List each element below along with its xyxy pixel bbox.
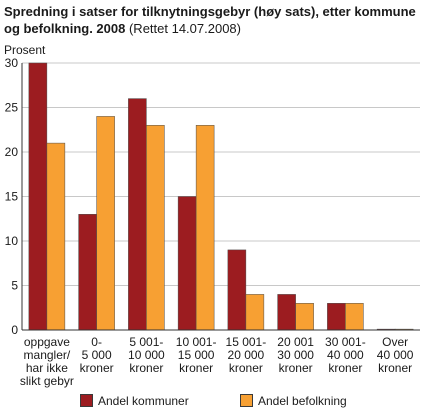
bar-series-1-cat-6 [277,294,296,331]
x-tick-label-line: 5 001- [129,335,163,349]
x-tick-label-line: kroner [80,361,114,375]
x-tick-label-line: 10 001- [176,335,217,349]
bar-series-2-cat-5 [245,294,265,331]
bar-series-2-cat-6 [295,303,314,331]
bar-series-2-cat-1 [46,142,66,331]
x-tick-label-line: kroner [279,361,313,375]
x-tick-label-line: 0- [91,335,102,349]
x-tick-label: oppgave mangler/har ikke slikt gebyr [20,335,74,388]
x-tick-label: 15 001-20 000 kroner [226,335,267,375]
x-tick-label-line: 20 000 [228,348,265,362]
y-tick-label: 30 [5,56,19,70]
x-tick-label-line: har ikke [26,361,68,375]
x-tick-label-line: kroner [328,361,362,375]
x-tick-label: 5 001-10 000 kroner [128,335,165,375]
y-axis-label: Prosent [4,43,46,57]
axes [21,63,420,331]
x-tick-label-line: 30 001- [325,335,366,349]
legend-item-series-1: Andel kommuner [80,394,189,408]
x-tick-label-line: 40 000 [327,348,364,362]
x-tick-label-line: 40 000 [377,348,414,362]
x-tick-label-line: 20 001 [277,335,314,349]
x-tick-label-line: kroner [179,361,213,375]
y-tick-label: 0 [11,323,18,337]
bar-series-2-cat-2 [96,116,115,331]
chart-title-note: (Rettet 14.07.2008) [125,21,241,36]
bar-series-1-cat-4 [177,196,197,331]
x-tick-label: 30 001-40 000 kroner [325,335,366,375]
legend-swatch-series-2 [240,394,253,407]
y-tick-label: 20 [5,145,19,159]
x-tick-label-line: 30 000 [277,348,314,362]
x-tick-label-line: kroner [129,361,163,375]
x-tick-label-line: kroner [378,361,412,375]
legend-label-series-1: Andel kommuner [98,394,189,408]
bar-chart: Prosent 0 5 10 15 20 25 30 oppgave mangler/har … [4,43,420,388]
x-tick-label-line: 15 001- [226,335,267,349]
y-tick-label: 5 [11,279,18,293]
bar-series-1-cat-1 [28,62,48,331]
legend-swatch-series-1 [80,394,93,407]
y-tick-label: 10 [5,234,19,248]
legend-item-series-2: Andel befolkning [240,394,347,408]
x-tick-label-line: 5 000 [82,348,112,362]
bar-series-1-cat-2 [78,214,97,331]
x-tick-label-line: oppgave [24,335,70,349]
bar-series-2-cat-7 [345,303,364,331]
chart-title-main: Spredning i satser for tilknytningsgebyr… [4,4,416,36]
x-tick-label: 20 001 30 000 kroner [277,335,314,375]
y-tick-label: 15 [5,190,19,204]
x-tick-label-line: 15 000 [178,348,215,362]
x-tick-label-line: Over [382,335,408,349]
legend-label-series-2: Andel befolkning [258,394,347,408]
x-tick-label-line: mangler/ [24,348,71,362]
x-tick-label-line: slikt gebyr [20,374,74,388]
y-tick-label: 25 [5,101,19,115]
chart-title: Spredning i satser for tilknytningsgebyr… [4,3,424,37]
bar-series-1-cat-3 [128,98,147,331]
bar-series-2-cat-4 [195,125,215,331]
bar-series-1-cat-7 [327,303,346,331]
x-tick-label: 10 001-15 000 kroner [176,335,217,375]
y-tick-labels: 0 5 10 15 20 25 30 [5,56,19,337]
x-tick-label: 0-5 000 kroner [80,335,114,375]
bar-series-1-cat-5 [227,249,247,331]
x-tick-label-line: kroner [229,361,263,375]
x-tick-label-line: 10 000 [128,348,165,362]
x-tick-label: Over 40 000 kroner [377,335,414,375]
bar-series-2-cat-3 [146,125,165,331]
